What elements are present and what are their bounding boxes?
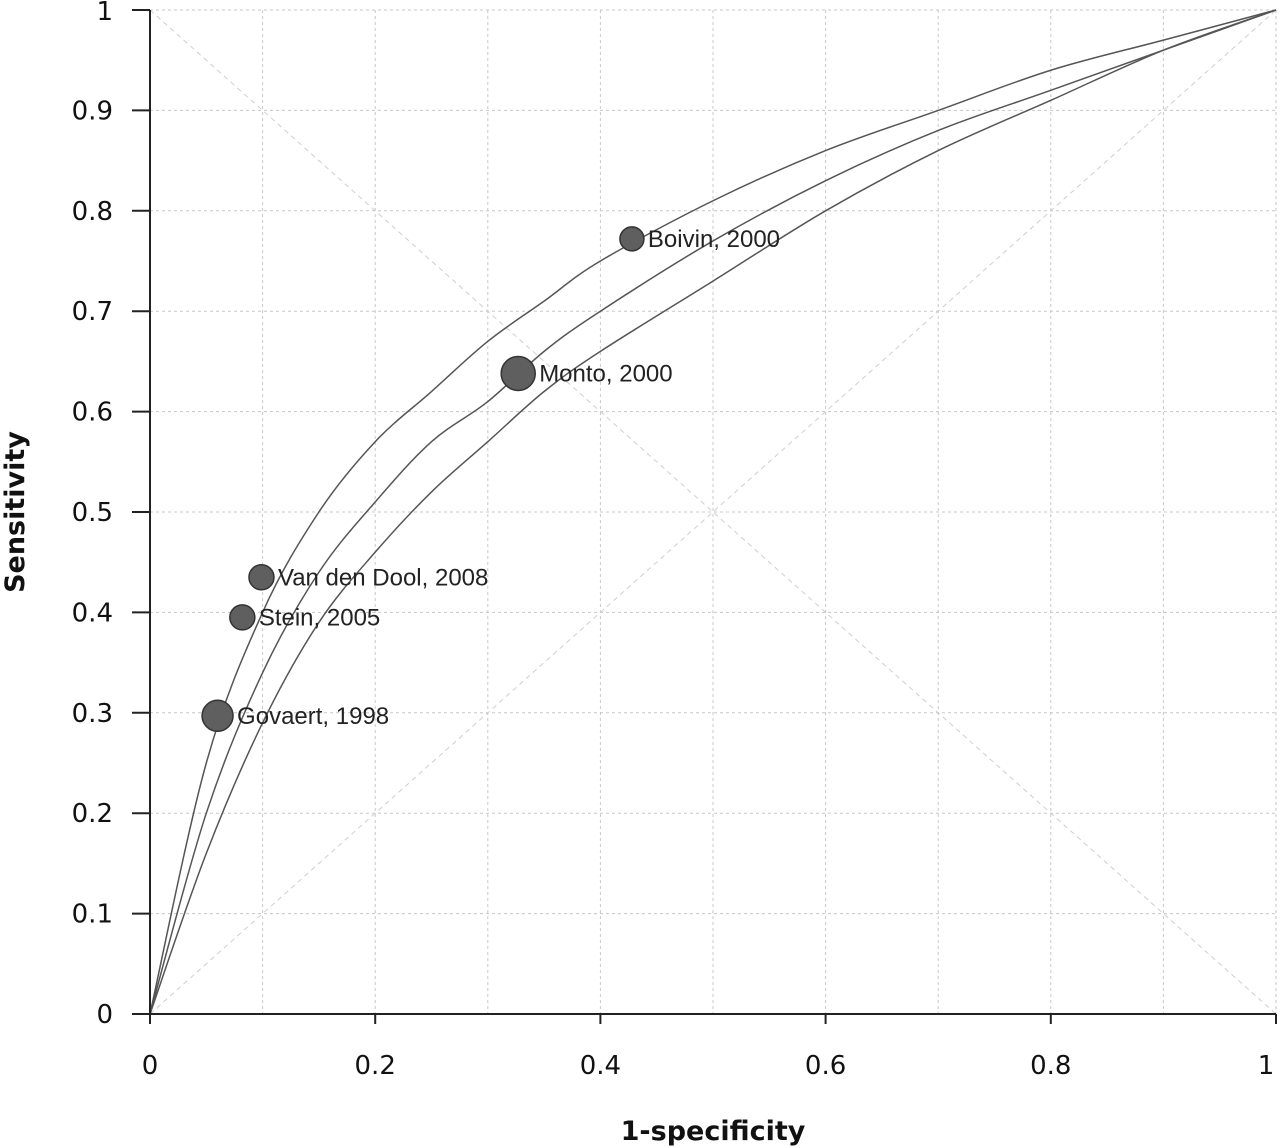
y-tick-label: 0.7 (72, 297, 113, 327)
x-axis-title: 1-specificity (621, 1116, 806, 1147)
y-tick-label: 0.6 (72, 398, 113, 428)
study-point (248, 564, 275, 591)
study-point (201, 699, 234, 733)
study-points (201, 226, 645, 733)
y-tick-label: 0.1 (72, 900, 113, 930)
x-tick-label: 0 (142, 1051, 159, 1081)
y-tick-label: 0.2 (72, 799, 113, 829)
y-tick-label: 0.5 (72, 498, 113, 528)
y-tick-label: 0.9 (72, 96, 113, 126)
study-point (619, 226, 645, 252)
study-point (500, 355, 536, 392)
x-tick-label: 0.8 (1030, 1051, 1071, 1081)
axes: 0 0.2 0.4 0.6 0.8 1 0 0.1 0.2 0.3 0.4 0.5 0.6 0.7 0.8 0… (72, 0, 1277, 1081)
y-tick-label: 1 (96, 0, 113, 27)
sroc-curve-upper (149, 9, 1277, 1015)
study-labels: Boivin, 2000 Monto, 2000 Van den Dool, 200… (237, 226, 780, 730)
x-tick-label: 1 (1258, 1051, 1275, 1081)
x-tick-label: 0.4 (580, 1051, 621, 1081)
grid (150, 9, 1277, 1014)
y-tick-label: 0 (96, 1000, 113, 1030)
y-tick-label: 0.3 (72, 699, 113, 729)
study-label: Govaert, 1998 (237, 703, 389, 730)
sroc-curves (149, 9, 1277, 1015)
study-label: Monto, 2000 (539, 360, 672, 387)
study-label: Stein, 2005 (259, 604, 380, 631)
sroc-curve-summary (149, 9, 1277, 1015)
y-axis-title: Sensitivity (0, 431, 31, 593)
x-tick-label: 0.2 (355, 1051, 396, 1081)
sroc-curve-lower (149, 9, 1277, 1015)
study-label: Boivin, 2000 (648, 226, 780, 253)
x-tick-label: 0.6 (805, 1051, 846, 1081)
study-point (229, 604, 256, 631)
study-label: Van den Dool, 2008 (278, 564, 488, 591)
y-tick-label: 0.8 (72, 197, 113, 227)
y-tick-label: 0.4 (72, 598, 113, 628)
